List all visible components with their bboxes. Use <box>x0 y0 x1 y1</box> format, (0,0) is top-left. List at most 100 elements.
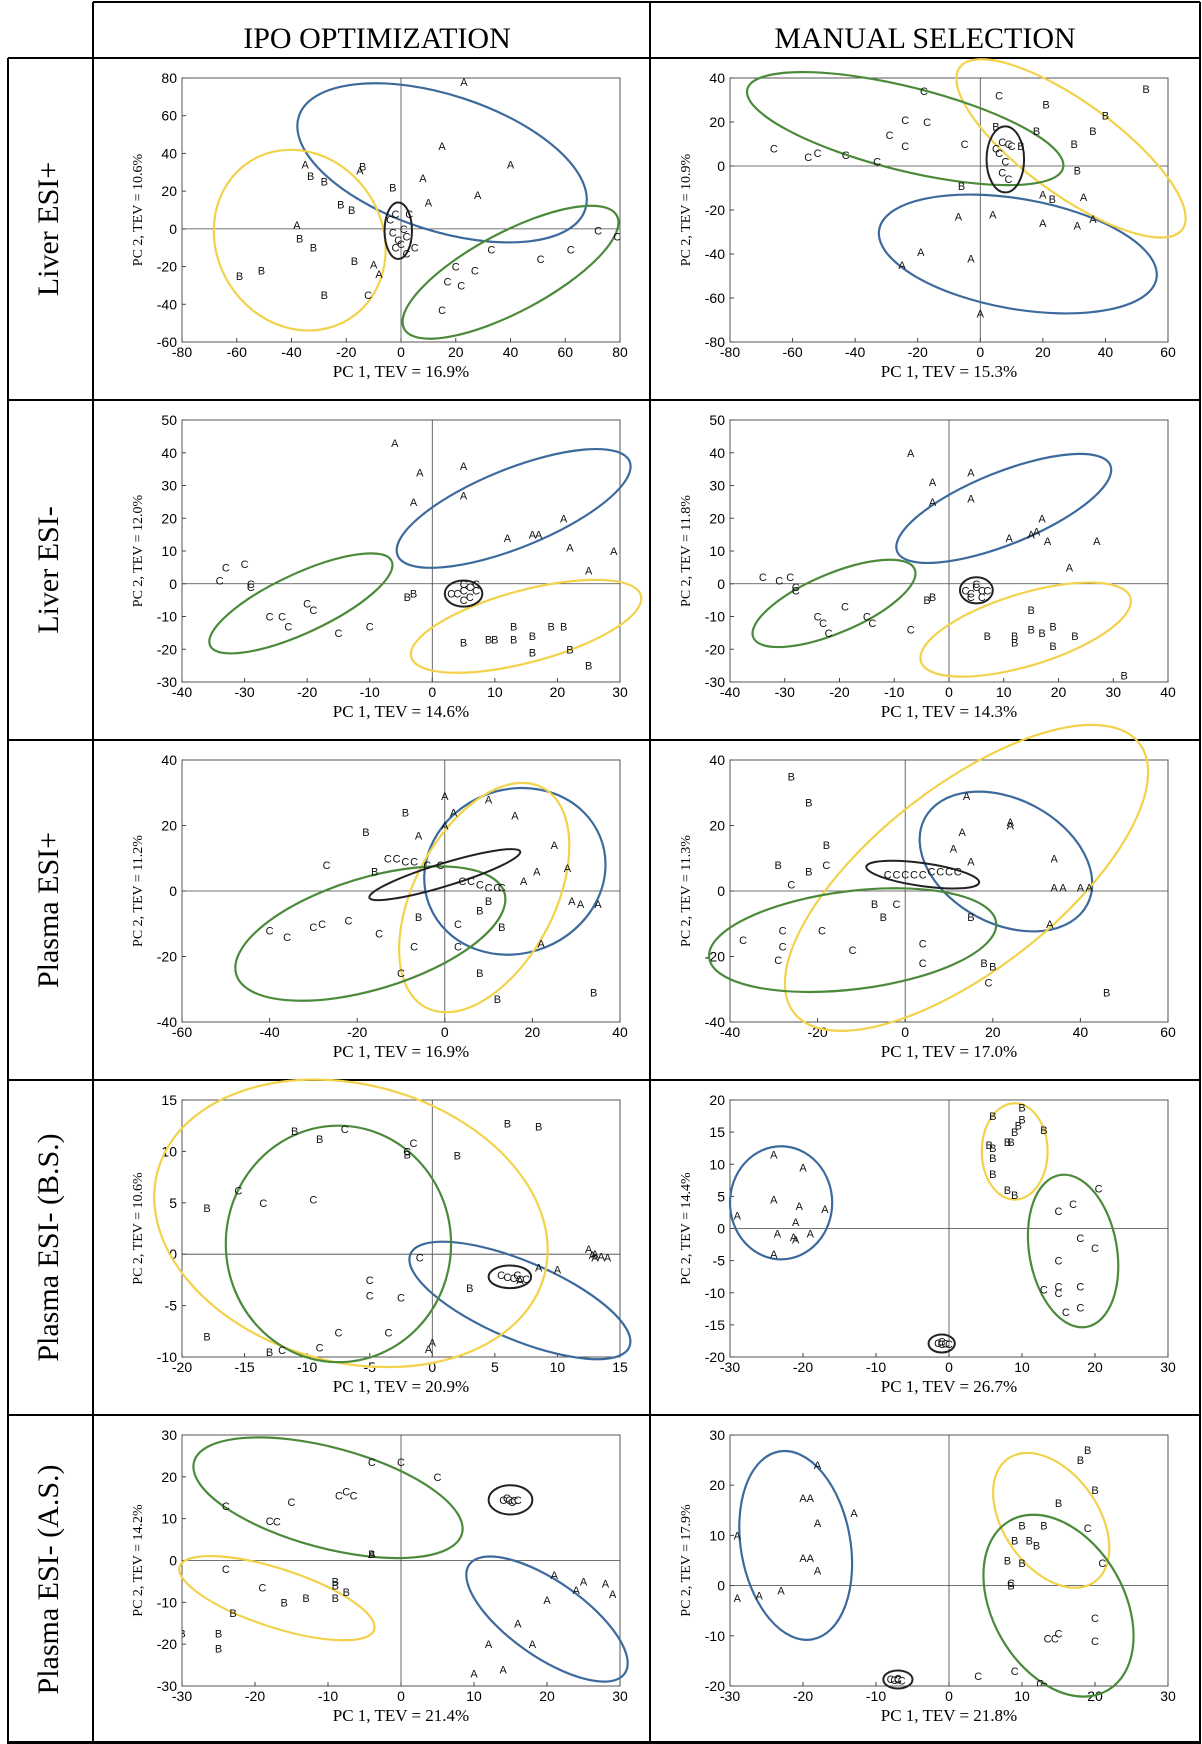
y-tick-label: -15 <box>705 1317 725 1333</box>
data-point-b: B <box>1011 1127 1018 1139</box>
y-tick-label: -20 <box>705 202 725 218</box>
scatter-panel: -40 -30 -20 -10 0 10 20 30-30-20-1001020304050P… <box>131 412 643 721</box>
data-point-b: B <box>485 634 492 646</box>
data-point-qc: C <box>513 1270 521 1282</box>
data-point-c: C <box>1044 1633 1052 1645</box>
data-point-b: B <box>266 1347 273 1359</box>
x-tick-label: 40 <box>1160 684 1176 700</box>
data-point-qc: C <box>453 589 461 601</box>
data-point-b: B <box>310 243 317 255</box>
x-tick-label: 0 <box>428 1359 436 1375</box>
data-point-qc: C <box>972 582 980 594</box>
data-point-a: A <box>807 1553 815 1565</box>
data-point-b: B <box>980 958 987 970</box>
data-point-c: C <box>397 1457 405 1469</box>
data-point-c: C <box>487 245 495 257</box>
x-tick-label: -40 <box>259 1024 279 1040</box>
data-point-b: B <box>332 1581 339 1593</box>
x-axis-label: PC 1, TEV = 16.9% <box>333 1042 469 1061</box>
x-tick-label: 0 <box>397 344 405 360</box>
data-point-a: A <box>977 308 985 320</box>
y-tick-label: 20 <box>161 818 177 834</box>
y-tick-label: 20 <box>709 510 725 526</box>
data-point-qc: C <box>386 214 394 226</box>
data-point-a: A <box>591 1249 599 1261</box>
data-point-b: B <box>1018 1520 1025 1532</box>
data-point-c: C <box>397 1292 405 1304</box>
x-tick-label: -60 <box>172 1024 192 1040</box>
data-point-qc: C <box>447 589 455 601</box>
data-point-a: A <box>799 1493 807 1505</box>
data-point-c: C <box>266 1516 274 1528</box>
data-point-c: C <box>1055 1628 1063 1640</box>
y-tick-label: 30 <box>709 478 725 494</box>
data-point-c: C <box>849 945 857 957</box>
data-point-b: B <box>989 1111 996 1123</box>
x-tick-label: 0 <box>945 1688 953 1704</box>
data-point-c: C <box>309 605 317 617</box>
data-point-b: B <box>1089 126 1096 138</box>
data-point-c: C <box>241 559 249 571</box>
data-point-c: C <box>825 628 833 640</box>
y-tick-label: 0 <box>717 883 725 899</box>
data-point-c: C <box>452 262 460 274</box>
data-point-b: B <box>321 177 328 189</box>
data-point-qc: C <box>941 1339 949 1351</box>
data-point-a: A <box>1080 192 1088 204</box>
data-point-c: C <box>822 860 830 872</box>
data-point-b: B <box>402 807 409 819</box>
data-point-c: C <box>775 575 783 587</box>
data-point-b: B <box>585 661 592 673</box>
data-point-a: A <box>441 821 449 833</box>
group-ellipse-qc <box>958 576 994 605</box>
data-point-b: B <box>466 1283 473 1295</box>
group-ellipse-qc <box>487 1484 534 1516</box>
data-point-b: B <box>1004 1185 1011 1197</box>
data-point-a: A <box>814 1460 822 1472</box>
data-point-c: C <box>222 1501 230 1513</box>
x-tick-label: 10 <box>487 684 503 700</box>
data-point-c: C <box>366 1290 374 1302</box>
data-point-b: B <box>410 589 417 601</box>
data-point-b: B <box>1049 621 1056 633</box>
data-point-a: A <box>1059 883 1067 895</box>
data-point-a: A <box>967 857 975 869</box>
data-point-a: A <box>529 1639 537 1651</box>
data-point-b: B <box>236 271 243 283</box>
data-point-b: B <box>958 181 965 193</box>
y-tick-label: -20 <box>705 949 725 965</box>
group-ellipse-qc <box>985 125 1026 194</box>
data-point-qc: C <box>394 235 402 247</box>
y-tick-label: 50 <box>161 412 177 428</box>
data-point-a: A <box>485 794 493 806</box>
data-point-a: A <box>1050 883 1058 895</box>
data-point-qc: C <box>890 1675 898 1687</box>
data-point-c: C <box>792 582 800 594</box>
x-tick-label: 30 <box>612 684 628 700</box>
data-point-a: A <box>1007 821 1015 833</box>
data-point-c: C <box>1055 1206 1063 1218</box>
data-point-b: B <box>529 631 536 643</box>
data-point-qc: C <box>410 857 418 869</box>
data-point-c: C <box>368 1457 376 1469</box>
data-point-a: A <box>419 173 427 185</box>
data-point-qc: C <box>498 883 506 895</box>
data-point-b: B <box>371 866 378 878</box>
x-tick-label: 0 <box>945 1359 953 1375</box>
data-point-qc: C <box>1008 141 1016 153</box>
data-point-qc: C <box>476 879 484 891</box>
row-label: Liver ESI+ <box>32 162 65 296</box>
data-point-qc: C <box>901 870 909 882</box>
group-ellipse-c <box>401 204 620 340</box>
data-point-c: C <box>411 243 419 255</box>
data-point-a: A <box>573 1585 581 1597</box>
x-tick-label: -30 <box>172 1688 192 1704</box>
x-tick-label: -40 <box>845 344 865 360</box>
data-point-c: C <box>341 1124 349 1136</box>
data-point-c: C <box>1098 1558 1106 1570</box>
data-point-a: A <box>814 1518 822 1530</box>
y-tick-label: -30 <box>157 1678 177 1694</box>
y-tick-label: 20 <box>709 114 725 130</box>
